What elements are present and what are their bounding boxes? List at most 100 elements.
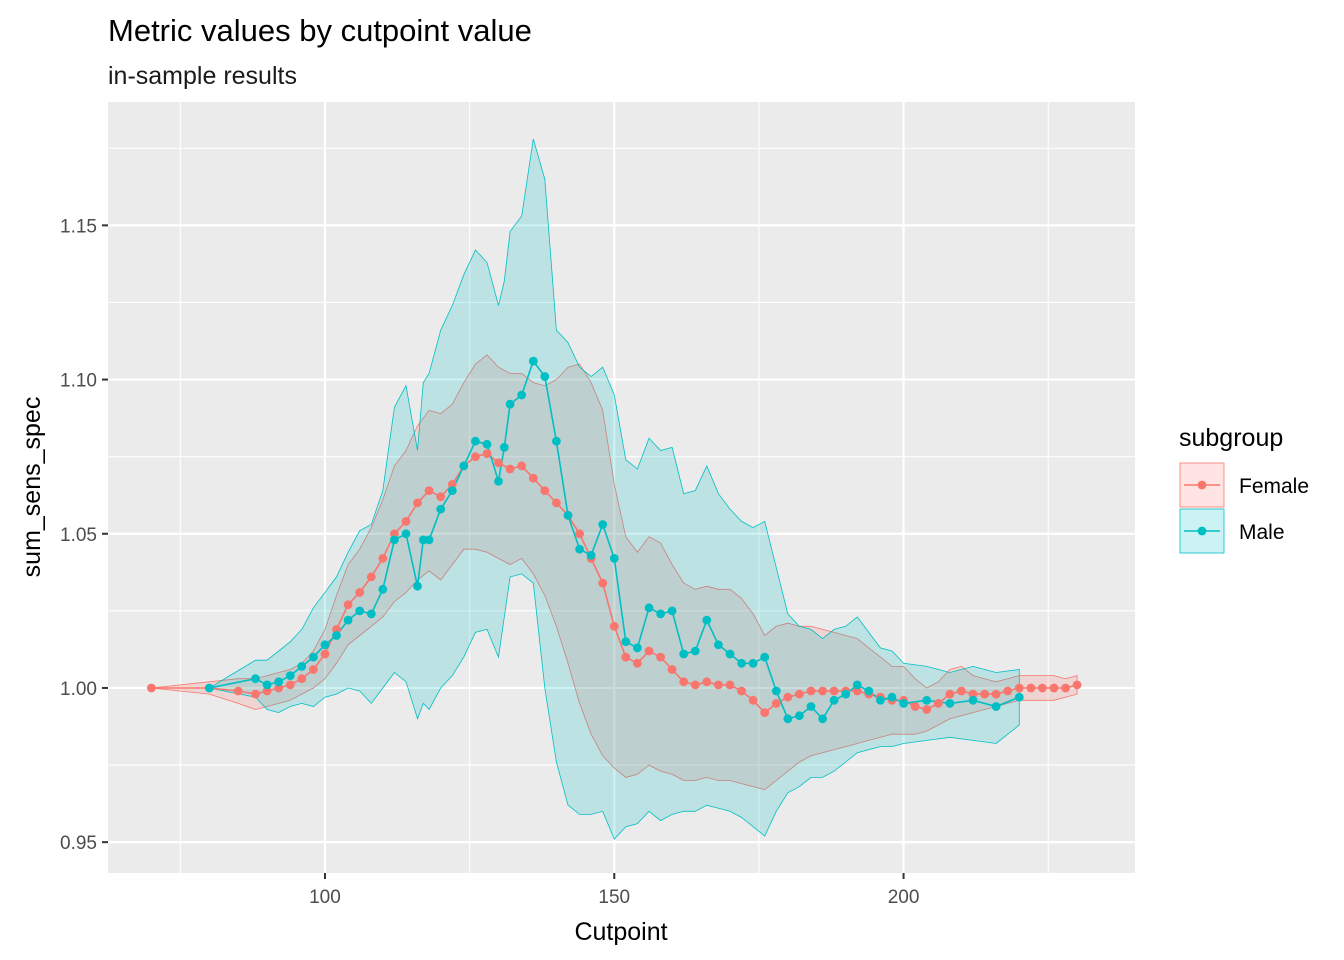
x-tick-label: 150 <box>598 887 630 908</box>
female-point <box>413 498 422 508</box>
female-point <box>922 705 932 714</box>
y-tick-label: 1.00 <box>60 679 97 700</box>
male-point <box>413 581 422 591</box>
female-point <box>528 473 538 483</box>
male-point <box>922 695 932 705</box>
female-point <box>690 680 700 690</box>
male-point <box>829 695 839 705</box>
male-point <box>204 683 214 693</box>
female-point <box>297 674 307 684</box>
x-tick-label: 100 <box>309 887 341 908</box>
male-point <box>725 649 735 659</box>
female-point <box>609 621 619 631</box>
series-points <box>147 356 1082 724</box>
male-point <box>714 640 723 650</box>
y-tick-label: 1.05 <box>60 525 97 546</box>
male-point <box>505 399 515 409</box>
male-point <box>499 443 509 452</box>
male-point <box>667 606 677 616</box>
male-point <box>436 504 446 514</box>
female-point <box>401 517 411 526</box>
male-point <box>575 544 584 554</box>
female-point <box>285 680 295 690</box>
female-point <box>1049 683 1059 693</box>
female-point <box>933 699 943 708</box>
female-point <box>679 677 689 687</box>
male-point <box>771 686 781 696</box>
legend-title: subgroup <box>1179 424 1283 452</box>
male-point <box>783 714 793 724</box>
female-point <box>233 686 243 696</box>
male-point <box>320 640 330 650</box>
male-point <box>563 510 573 520</box>
female-point <box>968 689 978 699</box>
male-point <box>679 649 689 659</box>
male-point <box>598 520 608 529</box>
male-point <box>528 356 538 366</box>
female-point <box>575 529 584 539</box>
female-point <box>957 686 966 696</box>
female-point <box>1038 683 1047 693</box>
male-point <box>471 436 480 446</box>
male-point <box>656 609 665 619</box>
male-point <box>737 658 746 668</box>
male-point <box>517 390 527 400</box>
female-point <box>147 683 156 693</box>
male-point <box>621 637 631 647</box>
female-point <box>505 464 515 474</box>
male-point <box>343 615 353 625</box>
female-point <box>818 686 827 696</box>
female-point <box>621 652 631 662</box>
female-point <box>378 554 388 563</box>
male-point <box>899 699 908 708</box>
female-point <box>598 578 608 588</box>
male-point <box>424 535 434 545</box>
female-point <box>725 680 735 690</box>
male-point <box>644 603 654 613</box>
female-point <box>633 658 642 668</box>
female-point <box>471 452 480 462</box>
legend-key-point-female <box>1197 480 1207 490</box>
male-point <box>609 554 619 563</box>
male-point <box>366 609 376 619</box>
x-axis: 100 150 200 <box>309 873 919 908</box>
male-point <box>818 714 827 724</box>
female-point <box>366 572 376 582</box>
male-point <box>806 702 816 711</box>
male-point <box>876 695 885 705</box>
female-point <box>251 689 260 699</box>
female-point <box>980 689 989 699</box>
legend: subgroup Female Male <box>1179 424 1309 554</box>
male-point <box>262 680 272 690</box>
plot-panel <box>108 102 1135 873</box>
male-point <box>690 646 700 656</box>
female-point <box>332 625 341 634</box>
female-point <box>494 458 503 468</box>
male-point <box>968 695 978 705</box>
y-tick-label: 0.95 <box>60 833 97 854</box>
female-point <box>737 686 746 696</box>
legend-items: Female Male <box>1179 462 1309 554</box>
female-point <box>748 695 758 705</box>
female-point <box>852 686 862 696</box>
x-tick-label: 200 <box>888 887 920 908</box>
male-point <box>494 476 503 486</box>
female-point <box>540 486 550 495</box>
female-point <box>991 689 1001 699</box>
grid-major <box>108 102 1135 873</box>
male-point <box>274 677 284 687</box>
female-point <box>783 692 793 702</box>
male-point <box>285 671 295 680</box>
legend-label-female: Female <box>1239 475 1309 498</box>
male-point <box>540 372 550 381</box>
female-point <box>262 686 272 696</box>
female-point <box>355 588 365 597</box>
male-point <box>852 680 862 690</box>
male-point <box>945 699 955 708</box>
female-point <box>760 708 770 717</box>
female-point <box>343 600 353 610</box>
y-axis: 0.95 1.00 1.05 1.10 1.15 <box>60 216 108 854</box>
female-point <box>829 686 839 696</box>
male-point <box>482 439 492 449</box>
male-point <box>459 461 469 471</box>
